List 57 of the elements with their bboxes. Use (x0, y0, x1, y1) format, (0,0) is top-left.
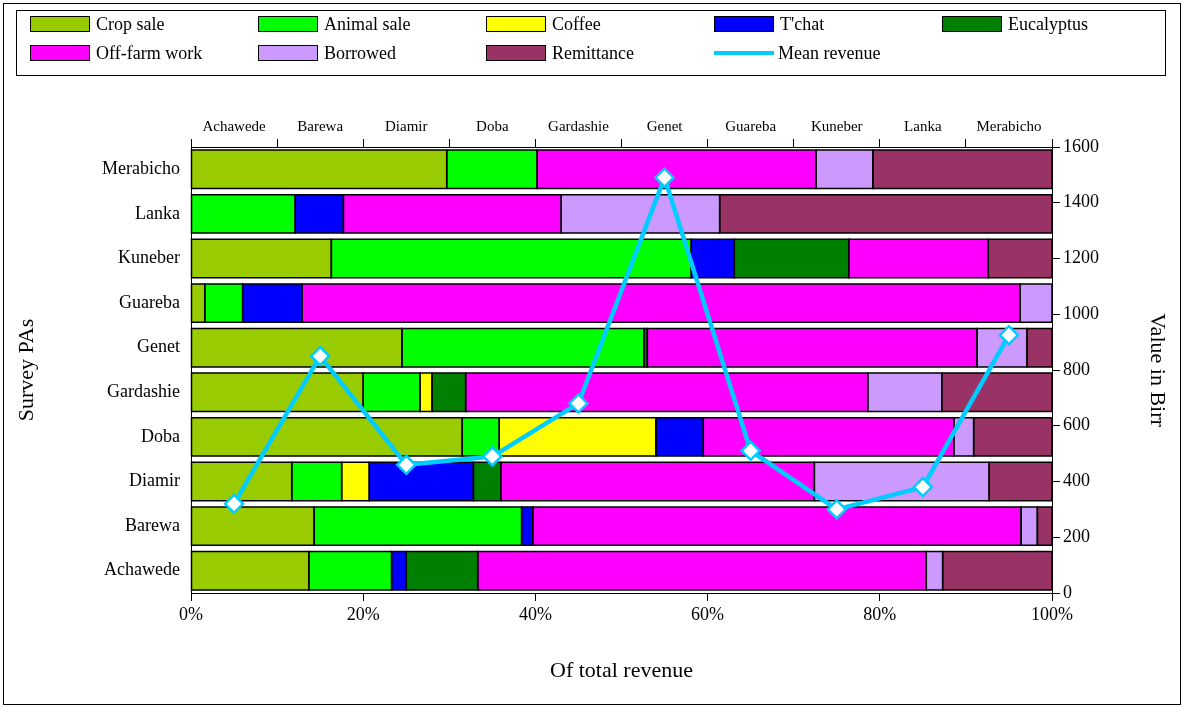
x-tick-label: Genet (646, 117, 684, 134)
point (309, 345, 331, 367)
x-tick-label: 20% (346, 603, 380, 624)
point (223, 493, 245, 515)
y-axis-title: Value in Birr (1146, 313, 1172, 428)
x-tick-label: 80% (863, 603, 897, 624)
legend-label: Remittance (552, 42, 634, 64)
point (482, 446, 503, 467)
y-tick-label: 600 (1063, 414, 1090, 435)
x-tick-label: Guareba (725, 117, 777, 134)
y-tick-label: Guareba (119, 291, 180, 312)
x-tick-label: 100% (1031, 603, 1073, 624)
y-tick-label: 1000 (1063, 302, 1099, 323)
x-tick-label: 40% (518, 603, 552, 624)
x-tick-label: Kuneber (810, 117, 863, 134)
y-tick-label: 1600 (1063, 135, 1099, 156)
y-tick-label: 1400 (1063, 191, 1099, 212)
y-tick-label: Genet (137, 336, 180, 357)
y-tick-label: Merabicho (102, 158, 180, 179)
y-tick-label: 1200 (1063, 247, 1099, 268)
y-tick-label: 800 (1063, 358, 1090, 379)
y-tick-label: Kuneber (118, 247, 180, 268)
y-tick-label: 400 (1063, 470, 1090, 491)
legend-label: T'chat (780, 13, 825, 35)
legend-label: Crop sale (96, 13, 165, 35)
legend-label: Off-farm work (96, 42, 203, 64)
y-axis-title: Survey PAs (12, 318, 38, 422)
legend-label: Eucalyptus (1008, 13, 1088, 35)
x-tick-label: Merabicho (976, 117, 1042, 134)
x-tick-label: Diamir (385, 117, 428, 134)
point (740, 440, 761, 462)
legend-label: Animal sale (324, 13, 411, 35)
point (654, 167, 675, 188)
point (396, 454, 417, 476)
point (568, 393, 589, 414)
y-tick-label: Achawede (104, 559, 180, 580)
legend-label: Coffee (552, 13, 601, 35)
x-axis-title: Of total revenue (550, 656, 693, 682)
y-tick-label: Doba (141, 425, 180, 446)
point (826, 499, 847, 520)
y-tick-label: Lanka (135, 202, 180, 223)
legend-label: Borrowed (324, 42, 396, 64)
y-tick-label: Diamir (129, 470, 180, 491)
point (998, 324, 1020, 346)
y-tick-label: Barewa (125, 514, 181, 535)
y-tick-label: 200 (1063, 525, 1090, 546)
x-tick-label: Gardashie (548, 117, 610, 134)
y-tick-label: Gardashie (107, 381, 181, 402)
x-tick-label: Barewa (297, 117, 344, 134)
x-tick-label: Lanka (904, 117, 942, 134)
point (912, 476, 934, 498)
legend-label: Mean revenue (778, 42, 881, 64)
x-tick-label: 0% (179, 603, 203, 624)
x-tick-label: 60% (691, 603, 725, 624)
x-tick-label: Achawede (202, 117, 267, 134)
y-tick-label: 0 (1063, 581, 1072, 602)
x-tick-label: Doba (476, 117, 509, 134)
